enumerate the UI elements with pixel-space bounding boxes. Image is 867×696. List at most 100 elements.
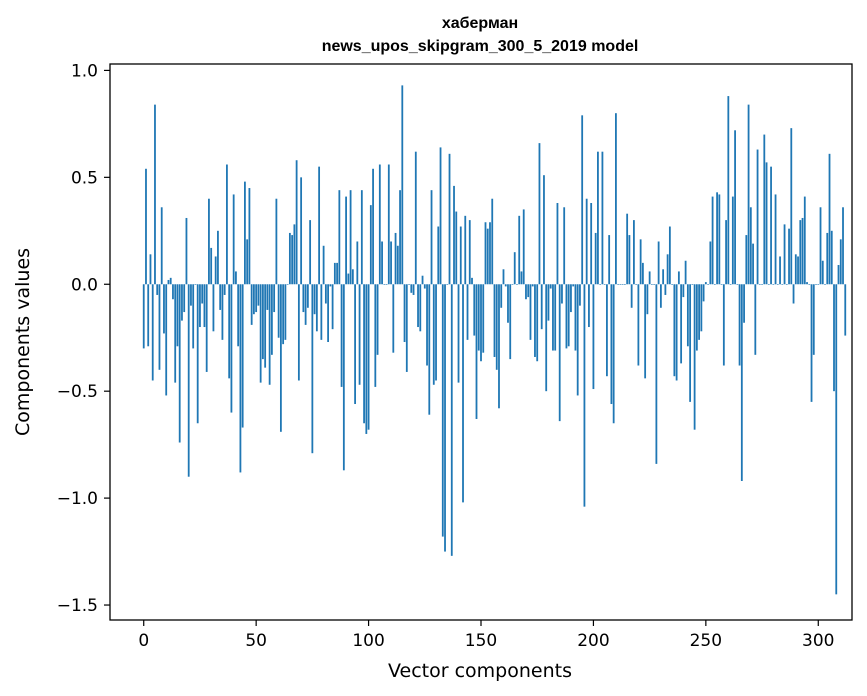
bar — [799, 220, 802, 285]
bar — [765, 162, 768, 285]
bar — [754, 284, 757, 355]
bar — [426, 284, 428, 366]
bar — [163, 284, 165, 334]
bar — [603, 284, 606, 285]
bar — [538, 143, 541, 285]
bar — [331, 284, 334, 330]
bar — [235, 271, 237, 285]
bar — [803, 196, 806, 285]
bar — [527, 284, 530, 298]
bar — [226, 164, 228, 285]
bar — [592, 284, 595, 390]
bar — [619, 284, 622, 285]
bar — [747, 104, 750, 285]
bar — [774, 194, 777, 285]
bar — [695, 284, 698, 351]
bar-series — [142, 85, 847, 595]
bar — [385, 284, 388, 285]
bar — [459, 226, 462, 285]
bar — [270, 284, 273, 355]
bar — [713, 284, 716, 285]
bar — [709, 241, 712, 285]
bar — [830, 230, 833, 285]
bar — [491, 198, 494, 285]
bar — [581, 115, 584, 285]
bar — [356, 241, 359, 285]
x-axis-ticks: 0 50 100 150 200 250 300 — [138, 620, 834, 651]
bar — [745, 235, 748, 285]
bar — [336, 262, 338, 285]
bar — [504, 284, 507, 287]
bar — [752, 243, 754, 285]
bar — [520, 271, 523, 285]
bar — [165, 284, 168, 396]
bar — [192, 284, 195, 349]
bar — [779, 256, 781, 285]
y-tick-label: 0.0 — [71, 275, 98, 295]
bar — [650, 284, 653, 285]
bar — [790, 128, 793, 285]
bar — [570, 284, 572, 313]
bar — [844, 284, 847, 336]
bar — [324, 284, 327, 304]
bar — [446, 284, 449, 285]
bar — [707, 284, 709, 285]
bar — [702, 284, 705, 302]
bar — [311, 284, 314, 454]
bar — [354, 284, 356, 405]
bar — [839, 239, 842, 285]
bar — [500, 284, 503, 308]
bar — [291, 235, 294, 285]
bar — [342, 284, 345, 471]
bar — [313, 284, 316, 315]
bar — [572, 284, 575, 287]
bar — [320, 284, 323, 340]
bar — [552, 284, 554, 351]
bar — [174, 284, 177, 383]
bar — [176, 284, 179, 347]
bar — [295, 160, 298, 285]
bar — [511, 284, 514, 285]
bar — [574, 284, 577, 351]
bar — [181, 284, 183, 321]
bar — [758, 284, 761, 285]
bar — [601, 151, 604, 285]
bar — [731, 196, 734, 285]
x-tick-label: 50 — [245, 631, 267, 651]
bar — [612, 284, 615, 424]
bar — [199, 284, 201, 328]
bar — [322, 245, 325, 285]
bar — [662, 269, 665, 285]
bar — [691, 284, 694, 285]
bar — [149, 254, 152, 285]
bar — [185, 217, 188, 285]
bar — [767, 284, 770, 285]
bar — [583, 284, 586, 507]
bar — [286, 284, 289, 285]
bar — [608, 235, 611, 285]
bar — [419, 284, 422, 332]
bar — [203, 284, 206, 328]
bar — [228, 284, 231, 379]
bar — [781, 284, 784, 285]
bar — [668, 226, 671, 285]
bar — [450, 284, 453, 556]
bar — [338, 190, 341, 285]
y-tick-label: 0.5 — [71, 168, 98, 188]
bar — [626, 213, 629, 285]
bar — [167, 279, 170, 285]
bar — [597, 151, 599, 285]
bar — [374, 284, 377, 387]
bar — [689, 284, 692, 402]
bar — [403, 284, 406, 342]
bar — [675, 284, 678, 381]
bar — [306, 284, 309, 308]
bar — [394, 232, 397, 285]
bar — [698, 284, 700, 340]
bar — [549, 284, 552, 289]
bar — [801, 217, 804, 285]
bar — [266, 284, 269, 310]
bar — [257, 284, 260, 306]
bar — [432, 284, 435, 385]
